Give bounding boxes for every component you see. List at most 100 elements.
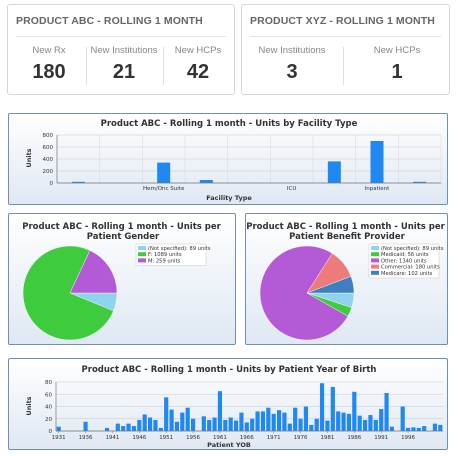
- x-tick-label: 1941: [105, 435, 119, 441]
- legend-swatch: [371, 258, 379, 263]
- bar[interactable]: [282, 412, 287, 431]
- bar[interactable]: [250, 418, 255, 431]
- bar[interactable]: [309, 424, 314, 431]
- legend-swatch: [371, 252, 379, 257]
- facility-type-chart: Product ABC - Rolling 1 month - Units by…: [25, 119, 442, 202]
- bar[interactable]: [201, 416, 206, 431]
- kpi-metric-label: New Rx: [32, 45, 66, 56]
- bar[interactable]: [287, 423, 292, 431]
- bar[interactable]: [233, 420, 239, 431]
- bar[interactable]: [405, 427, 411, 431]
- bar[interactable]: [341, 412, 346, 431]
- bar[interactable]: [327, 161, 341, 183]
- bar[interactable]: [158, 427, 163, 431]
- bar[interactable]: [271, 413, 276, 431]
- bar[interactable]: [212, 417, 217, 431]
- bar[interactable]: [147, 417, 153, 431]
- divider: [163, 47, 164, 85]
- bar[interactable]: [164, 397, 169, 431]
- bar[interactable]: [207, 419, 212, 431]
- bar[interactable]: [346, 413, 352, 431]
- bar[interactable]: [362, 419, 368, 431]
- bar[interactable]: [260, 411, 266, 431]
- bar[interactable]: [368, 415, 373, 431]
- kpi-metric-label: New Institutions: [258, 45, 326, 56]
- kpi-metric-new-hcps: New HCPs 42: [166, 45, 230, 89]
- bar[interactable]: [126, 423, 131, 431]
- bar[interactable]: [244, 422, 249, 431]
- bar[interactable]: [104, 427, 110, 431]
- bar[interactable]: [298, 418, 303, 431]
- pie-slice[interactable]: [69, 250, 118, 294]
- y-tick-label: 40: [45, 405, 52, 411]
- chart-panel-gender: Product ABC - Rolling 1 month - Units pe…: [8, 213, 236, 345]
- legend-entry: M: 259 units: [148, 258, 180, 264]
- bar[interactable]: [379, 408, 384, 431]
- bar[interactable]: [411, 427, 416, 431]
- bar[interactable]: [373, 419, 378, 431]
- bar[interactable]: [413, 181, 427, 183]
- bar[interactable]: [422, 426, 427, 431]
- bar[interactable]: [199, 180, 213, 183]
- bar[interactable]: [153, 419, 158, 431]
- bar[interactable]: [137, 419, 142, 431]
- bar[interactable]: [314, 418, 319, 431]
- bar[interactable]: [180, 412, 185, 431]
- legend-swatch: [371, 264, 379, 269]
- bar[interactable]: [400, 406, 405, 432]
- bar[interactable]: [169, 409, 174, 431]
- bar[interactable]: [303, 406, 309, 432]
- bar[interactable]: [115, 423, 120, 431]
- bar[interactable]: [157, 162, 171, 183]
- bar[interactable]: [223, 419, 228, 431]
- pie-slice[interactable]: [22, 245, 114, 341]
- bar[interactable]: [217, 391, 223, 431]
- y-axis-label: Units: [25, 396, 33, 415]
- bar[interactable]: [255, 411, 260, 431]
- bar[interactable]: [319, 383, 325, 431]
- bar[interactable]: [83, 421, 88, 431]
- pie-slice[interactable]: [306, 276, 355, 294]
- y-tick-label: 0: [50, 181, 54, 187]
- bar[interactable]: [142, 414, 147, 431]
- bar[interactable]: [370, 141, 384, 183]
- bar[interactable]: [336, 411, 341, 431]
- pie-slice[interactable]: [259, 245, 349, 341]
- bar[interactable]: [228, 417, 233, 431]
- y-tick-label: 800: [43, 133, 54, 139]
- bar[interactable]: [276, 410, 282, 431]
- bar[interactable]: [174, 421, 180, 431]
- y-tick-label: 400: [43, 157, 54, 163]
- kpi-metric-label: New Institutions: [90, 45, 158, 56]
- bar[interactable]: [239, 412, 244, 431]
- bar[interactable]: [384, 393, 389, 431]
- gender-pie-chart: Product ABC - Rolling 1 month - Units pe…: [22, 222, 222, 341]
- bar[interactable]: [185, 407, 190, 431]
- bar[interactable]: [432, 423, 438, 431]
- legend-swatch: [138, 258, 146, 263]
- bar[interactable]: [416, 427, 421, 431]
- bar[interactable]: [330, 386, 335, 431]
- bar[interactable]: [121, 426, 126, 431]
- kpi-metric-label: New HCPs: [373, 45, 421, 56]
- x-tick-label: 1986: [347, 435, 361, 441]
- kpi-metric-new-institutions: New Institutions 21: [90, 45, 158, 89]
- legend-box: [368, 243, 440, 279]
- bar[interactable]: [438, 424, 443, 431]
- bar[interactable]: [266, 407, 271, 431]
- bar[interactable]: [56, 426, 61, 431]
- bar[interactable]: [190, 418, 196, 431]
- kpi-metric-new-hcps: New HCPs 1: [352, 45, 442, 89]
- bar[interactable]: [357, 415, 362, 431]
- chart-title-line-2: Patient Gender: [87, 232, 160, 242]
- kpi-card-title: PRODUCT XYZ - ROLLING 1 MONTH: [250, 15, 435, 27]
- bar[interactable]: [325, 420, 330, 431]
- bar[interactable]: [389, 426, 395, 431]
- bar[interactable]: [352, 391, 357, 431]
- legend-entry: (Not specified): 89 units: [148, 246, 211, 252]
- kpi-card-title: PRODUCT ABC - ROLLING 1 MONTH: [16, 15, 203, 27]
- bar[interactable]: [293, 407, 298, 431]
- bar[interactable]: [71, 181, 85, 183]
- bar[interactable]: [131, 426, 137, 431]
- x-tick-label: 1951: [159, 435, 173, 441]
